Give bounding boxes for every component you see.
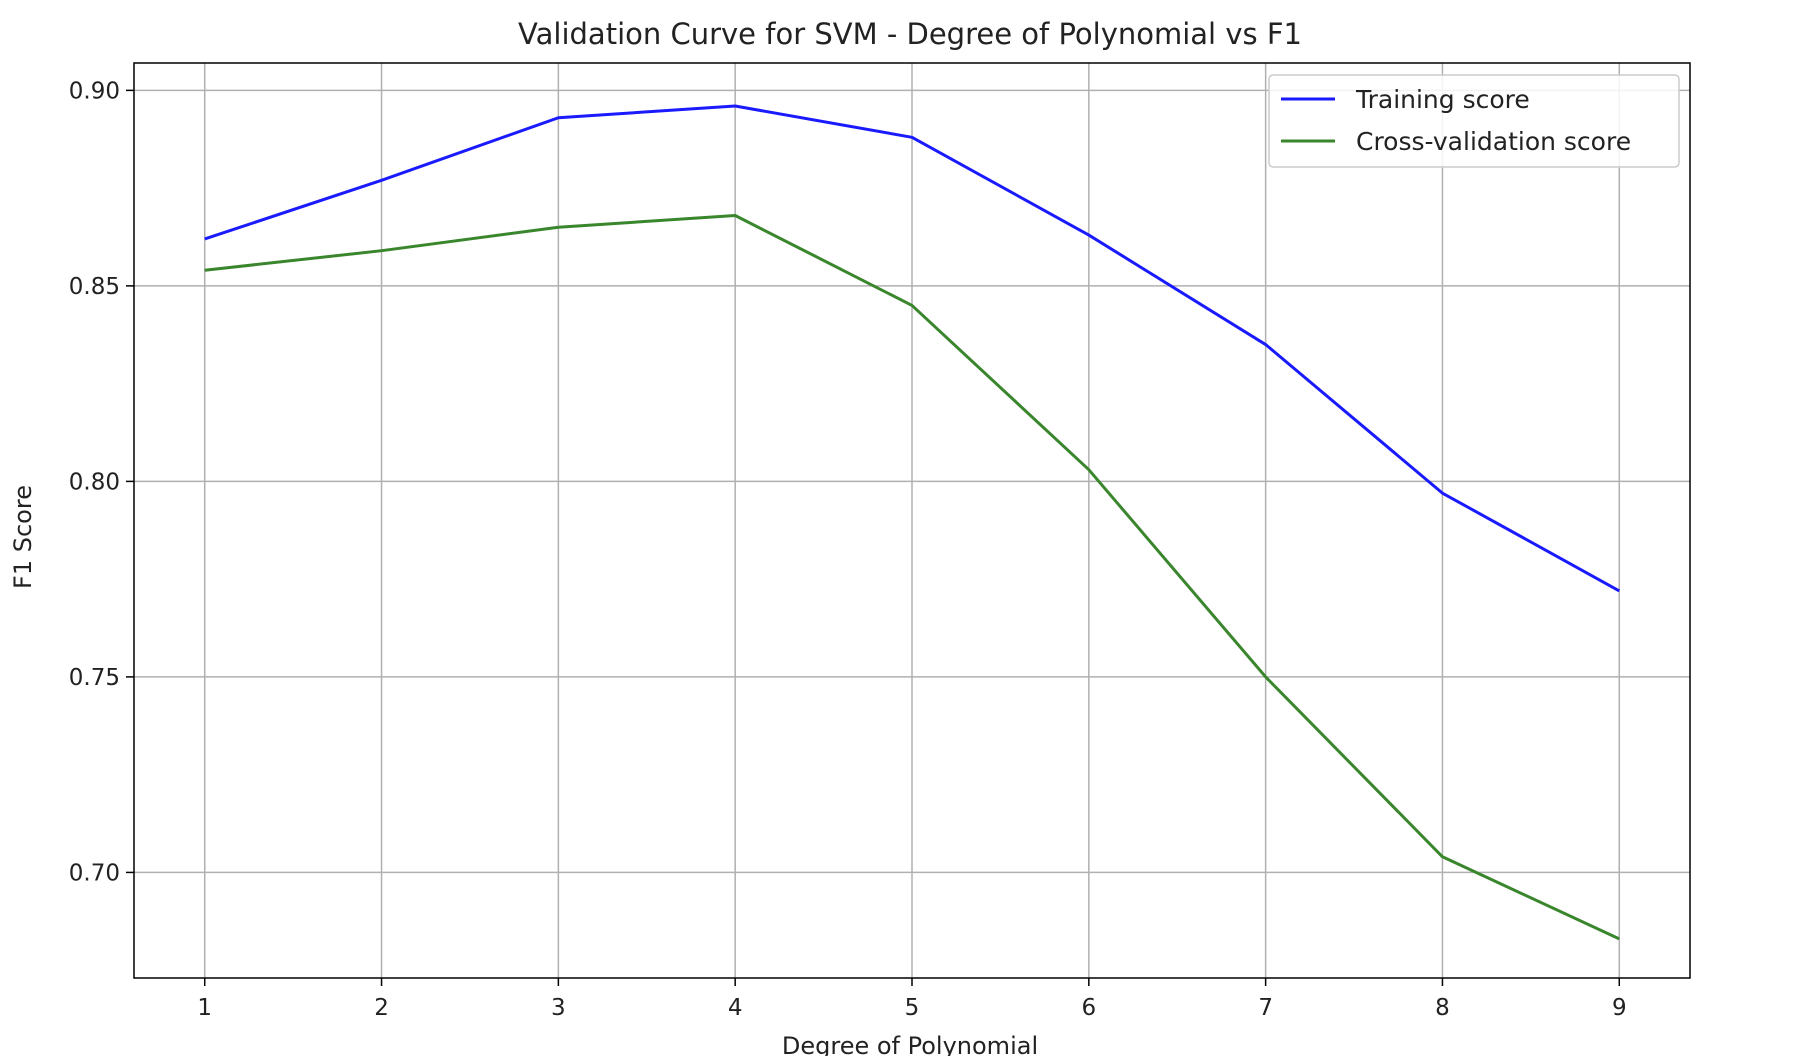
x-tick-label: 5	[905, 995, 920, 1021]
series-line-cross-validation	[204, 214, 1620, 941]
x-tick-label: 9	[1612, 995, 1627, 1021]
y-tick-label: 0.75	[69, 665, 120, 691]
series-group	[204, 104, 1620, 941]
x-axis-label: Degree of Polynomial	[782, 1032, 1038, 1056]
y-tick-label: 0.80	[69, 469, 120, 495]
x-tick-label: 3	[551, 995, 566, 1021]
x-tick-label: 7	[1258, 995, 1273, 1021]
legend-label: Cross-validation score	[1356, 127, 1631, 156]
y-tick-label: 0.90	[69, 78, 120, 104]
x-tick-label: 4	[728, 995, 743, 1021]
series-line-training	[204, 104, 1620, 593]
x-tick-label: 8	[1435, 995, 1450, 1021]
legend-label: Training score	[1355, 85, 1530, 114]
chart-title: Validation Curve for SVM - Degree of Pol…	[518, 17, 1302, 51]
legend: Training score Cross-validation score	[1268, 74, 1680, 168]
axis-ticks: 1 2 3 4 5 6 7 8 9 0.70 0.75 0.80 0.85 0.90	[69, 78, 1627, 1021]
y-tick-label: 0.85	[69, 274, 120, 300]
y-axis-label: F1 Score	[9, 485, 37, 589]
y-tick-label: 0.70	[69, 860, 120, 886]
legend-box	[1268, 74, 1680, 168]
x-tick-label: 1	[197, 995, 212, 1021]
x-tick-label: 2	[374, 995, 389, 1021]
x-tick-label: 6	[1081, 995, 1096, 1021]
grid	[134, 63, 1690, 978]
